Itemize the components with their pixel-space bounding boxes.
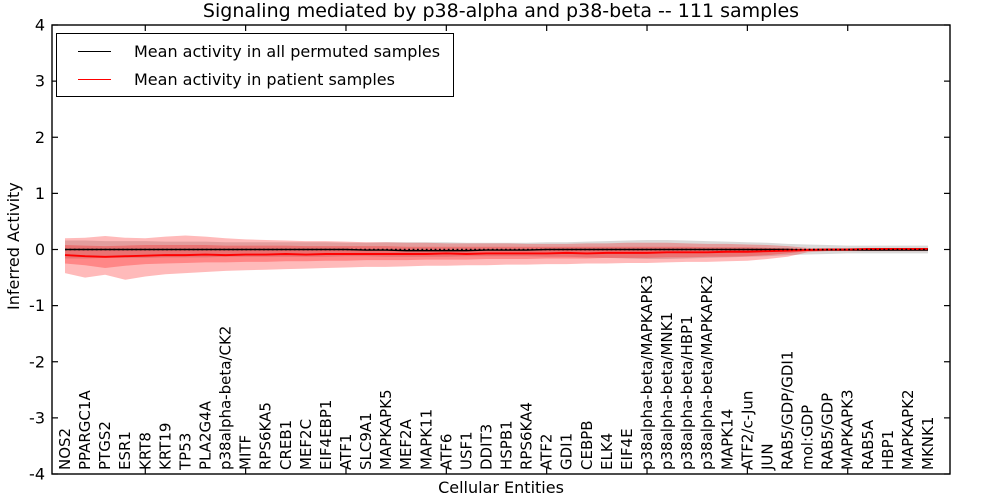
category-label: EIF4EBP1 bbox=[317, 400, 335, 470]
y-tick-label: 3 bbox=[35, 72, 45, 91]
category-label: SLC9A1 bbox=[357, 412, 375, 470]
category-label: ATF6 bbox=[437, 434, 455, 470]
category-label: RAB5A bbox=[859, 419, 877, 470]
category-label: MAPK14 bbox=[718, 409, 736, 470]
y-tick-label: -1 bbox=[29, 296, 45, 315]
y-tick-label: 4 bbox=[35, 16, 45, 35]
category-label: ATF2/c-Jun bbox=[738, 391, 756, 470]
category-label: KRT8 bbox=[136, 432, 154, 470]
category-label: USF1 bbox=[457, 431, 475, 470]
category-label: ELK4 bbox=[598, 433, 616, 470]
category-label: CEBPB bbox=[578, 420, 596, 470]
category-label: MEF2A bbox=[397, 418, 415, 470]
category-label: MAPKAPK3 bbox=[839, 389, 857, 470]
category-label: JUN bbox=[758, 443, 776, 471]
y-tick-label: 0 bbox=[35, 240, 45, 259]
patient-mean-line bbox=[64, 247, 928, 258]
y-tick-label: -3 bbox=[29, 408, 45, 427]
category-label: PTGS2 bbox=[96, 421, 114, 470]
category-label: p38alpha-beta/HBP1 bbox=[678, 315, 696, 470]
category-label: MAPKAPK5 bbox=[377, 389, 395, 470]
category-label: EIF4E bbox=[618, 428, 636, 470]
legend-entry-permuted: Mean activity in all permuted samples bbox=[57, 37, 453, 65]
x-axis-label: Cellular Entities bbox=[438, 478, 564, 497]
category-label: TP53 bbox=[176, 433, 194, 471]
category-label: CREB1 bbox=[277, 420, 295, 470]
category-label: p38alpha-beta/MAPKAPK3 bbox=[638, 275, 656, 470]
category-label: ATF1 bbox=[337, 434, 355, 470]
band-patient-inner bbox=[65, 245, 928, 269]
category-label: RPS6KA4 bbox=[518, 402, 536, 470]
category-label: DDIT3 bbox=[477, 424, 495, 470]
category-label: ESR1 bbox=[116, 431, 134, 470]
chart-title: Signaling mediated by p38-alpha and p38-… bbox=[202, 0, 800, 22]
category-label: HSPB1 bbox=[498, 420, 516, 470]
category-label: MKNK1 bbox=[919, 417, 937, 470]
patient-line-swatch bbox=[78, 78, 111, 80]
permuted-line-swatch bbox=[78, 50, 111, 52]
y-tick-label: 2 bbox=[35, 128, 45, 147]
category-label: HBP1 bbox=[879, 430, 897, 470]
category-label: NOS2 bbox=[56, 428, 74, 470]
legend-label-permuted: Mean activity in all permuted samples bbox=[134, 41, 441, 61]
y-tick-label: -4 bbox=[29, 465, 45, 484]
category-label: MAPKAPK2 bbox=[899, 389, 917, 470]
category-label: p38alpha-beta/MAPKAPK2 bbox=[698, 275, 716, 470]
category-label: KRT19 bbox=[156, 423, 174, 470]
category-label: GDI1 bbox=[558, 433, 576, 470]
category-label: RAB5/GDP bbox=[819, 393, 837, 470]
legend-entry-patient: Mean activity in patient samples bbox=[57, 65, 453, 93]
category-label: MAPK11 bbox=[417, 409, 435, 470]
category-label: RAB5/GDP/GDI1 bbox=[779, 351, 797, 470]
category-label: RPS6KA5 bbox=[257, 402, 275, 470]
category-label: mol:GDP bbox=[799, 405, 817, 470]
band-patient-outer bbox=[65, 235, 928, 280]
category-label: MEF2C bbox=[297, 419, 315, 470]
legend: Mean activity in all permuted samples Me… bbox=[56, 33, 454, 97]
category-label: MITF bbox=[237, 435, 255, 470]
category-label: PLA2G4A bbox=[196, 400, 214, 470]
category-label: p38alpha-beta/MNK1 bbox=[658, 312, 676, 470]
legend-label-patient: Mean activity in patient samples bbox=[134, 69, 395, 89]
category-label: ATF2 bbox=[538, 434, 556, 470]
category-label: p38alpha-beta/CK2 bbox=[217, 326, 235, 470]
category-label: PPARGC1A bbox=[76, 390, 94, 470]
y-tick-label: 1 bbox=[35, 184, 45, 203]
y-tick-label: -2 bbox=[29, 352, 45, 371]
